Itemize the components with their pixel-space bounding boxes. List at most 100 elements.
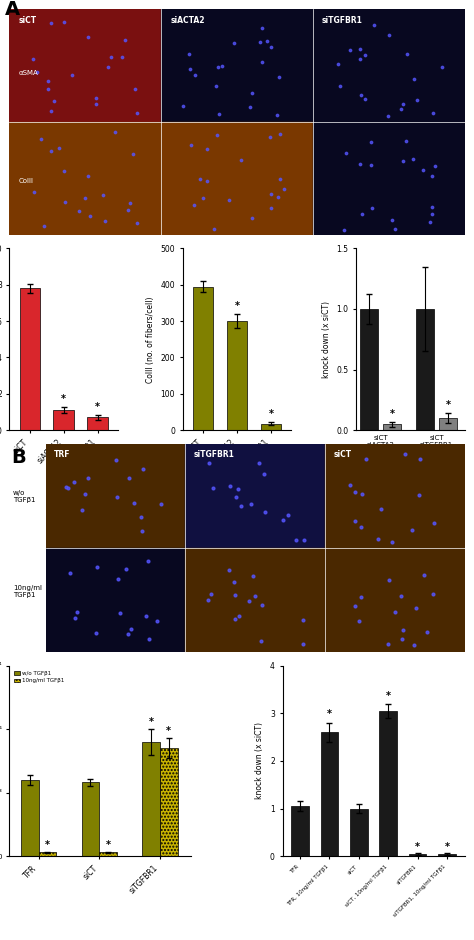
Point [75, 203, 82, 218]
Bar [99, 853, 117, 856]
Point [191, 197, 198, 212]
Point [204, 141, 211, 156]
Point [112, 452, 119, 467]
Text: *: * [327, 709, 332, 719]
Y-axis label: CollI (no. of fibers/cell): CollI (no. of fibers/cell) [146, 296, 155, 383]
Point [212, 79, 220, 94]
Point [203, 173, 211, 188]
Bar [54, 410, 74, 431]
Point [357, 157, 365, 172]
Point [334, 56, 342, 71]
Point [215, 107, 222, 122]
Point [357, 589, 365, 604]
Point [153, 613, 161, 628]
Point [99, 187, 107, 202]
Point [416, 488, 423, 503]
Point [113, 490, 121, 505]
Point [179, 98, 187, 113]
Point [121, 32, 129, 47]
Bar [383, 424, 401, 431]
Bar [438, 854, 456, 856]
Point [346, 43, 354, 58]
Point [230, 574, 238, 589]
Text: siCT: siCT [333, 450, 352, 460]
Point [276, 171, 283, 186]
Point [248, 211, 255, 226]
Point [60, 164, 68, 179]
Bar [19, 289, 40, 431]
Point [409, 523, 416, 538]
Bar [193, 287, 213, 431]
Point [81, 190, 89, 205]
Point [410, 637, 418, 652]
Point [340, 222, 348, 237]
Point [374, 532, 382, 547]
Point [131, 81, 138, 96]
Point [232, 588, 239, 603]
Point [258, 55, 266, 70]
Bar [21, 780, 38, 856]
Point [137, 509, 145, 525]
Point [410, 152, 417, 167]
Point [367, 134, 375, 149]
Point [68, 67, 75, 82]
Point [384, 108, 392, 123]
Point [361, 47, 369, 62]
Point [300, 613, 307, 628]
Point [357, 520, 365, 535]
Point [263, 34, 271, 49]
Text: A: A [5, 0, 20, 20]
Text: TRF: TRF [54, 450, 71, 460]
Point [94, 559, 101, 574]
Y-axis label: knock down (x siCT): knock down (x siCT) [255, 723, 264, 799]
Point [257, 634, 265, 649]
Legend: w/o TGFβ1, 10ng/ml TGFβ1: w/o TGFβ1, 10ng/ml TGFβ1 [12, 668, 66, 685]
Text: *: * [148, 717, 154, 728]
Point [431, 159, 439, 174]
Point [101, 213, 109, 228]
Text: *: * [415, 842, 420, 853]
Point [428, 199, 436, 214]
Bar [87, 417, 108, 431]
Point [301, 533, 308, 548]
Point [210, 222, 218, 237]
Text: *: * [106, 839, 110, 850]
Point [268, 39, 275, 55]
Text: siCT: siCT [18, 16, 36, 25]
Point [385, 572, 392, 588]
Text: *: * [95, 401, 100, 412]
Point [280, 181, 288, 196]
Point [237, 153, 245, 168]
Text: siTGFBR1: siTGFBR1 [194, 450, 235, 460]
Point [258, 20, 266, 35]
Point [235, 608, 243, 623]
Point [50, 93, 58, 108]
Point [107, 49, 114, 64]
Bar [325, 548, 465, 651]
Point [138, 524, 146, 539]
Point [117, 605, 124, 620]
Point [230, 35, 238, 50]
Point [79, 502, 86, 517]
Point [267, 186, 274, 201]
Text: B: B [11, 448, 26, 467]
Point [66, 565, 74, 580]
Point [300, 636, 307, 651]
Point [139, 462, 147, 477]
Text: *: * [235, 302, 239, 311]
Point [225, 193, 233, 208]
Point [412, 601, 419, 616]
Point [428, 207, 436, 222]
Text: *: * [445, 842, 449, 853]
Bar [325, 444, 465, 548]
Point [187, 137, 195, 152]
Text: *: * [166, 727, 171, 736]
Text: siACTA2: siACTA2 [170, 16, 205, 25]
Point [92, 96, 100, 111]
Point [392, 605, 399, 620]
Point [61, 195, 69, 210]
Point [402, 133, 410, 149]
Point [157, 496, 165, 511]
Point [44, 81, 52, 96]
Point [429, 106, 437, 121]
